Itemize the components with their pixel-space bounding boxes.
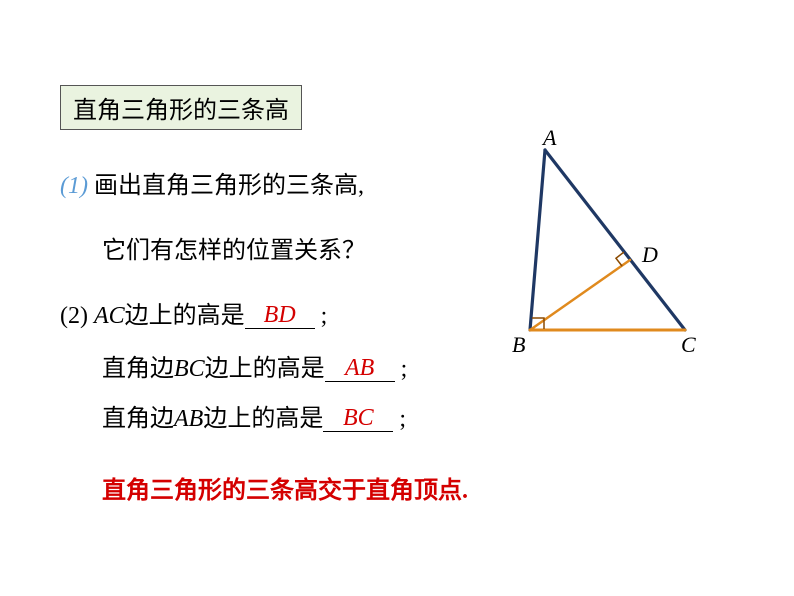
conclusion-text: 直角三角形的三条高交于直角顶点. (102, 470, 468, 505)
q4-answer: BC (343, 405, 374, 431)
vertex-label-a: A (543, 125, 556, 151)
q2-answer: BD (264, 302, 296, 328)
triangle-svg (495, 135, 715, 355)
triangle-diagram: A B C D (495, 135, 715, 355)
question-1-line-a: (1) 画出直角三角形的三条高, (60, 165, 364, 200)
q1-number: (1) (60, 173, 94, 199)
q4-suffix: ; (393, 406, 406, 432)
q3-rest: 边上的高是 (205, 356, 325, 382)
question-1-line-b: 它们有怎样的位置关系？ (102, 230, 366, 265)
question-3: 直角边BC边上的高是 AB ; (102, 348, 407, 383)
q3-side-bc: BC (174, 356, 205, 382)
question-4: 直角边AB边上的高是 BC ; (102, 398, 406, 433)
vertex-label-c: C (681, 332, 696, 358)
section-title: 直角三角形的三条高 (60, 85, 302, 130)
q3-suffix: ; (395, 356, 408, 382)
q2-side-ac: AC (94, 303, 125, 329)
question-2: (2) AC边上的高是 BD ; (60, 295, 327, 330)
q3-answer: AB (345, 355, 374, 381)
q4-prefix: 直角边 (102, 406, 174, 432)
q2-blank: BD (245, 303, 315, 329)
q2-suffix: ; (315, 303, 328, 329)
q4-rest: 边上的高是 (203, 406, 323, 432)
q4-blank: BC (323, 406, 393, 432)
vertex-label-b: B (512, 332, 525, 358)
vertex-label-d: D (642, 242, 658, 268)
q3-prefix: 直角边 (102, 356, 174, 382)
q4-side-ab: AB (174, 406, 203, 432)
q1-text-a: 画出直角三角形的三条高, (94, 173, 364, 199)
q2-number: (2) (60, 303, 94, 329)
q2-rest: 边上的高是 (125, 303, 245, 329)
q3-blank: AB (325, 356, 395, 382)
